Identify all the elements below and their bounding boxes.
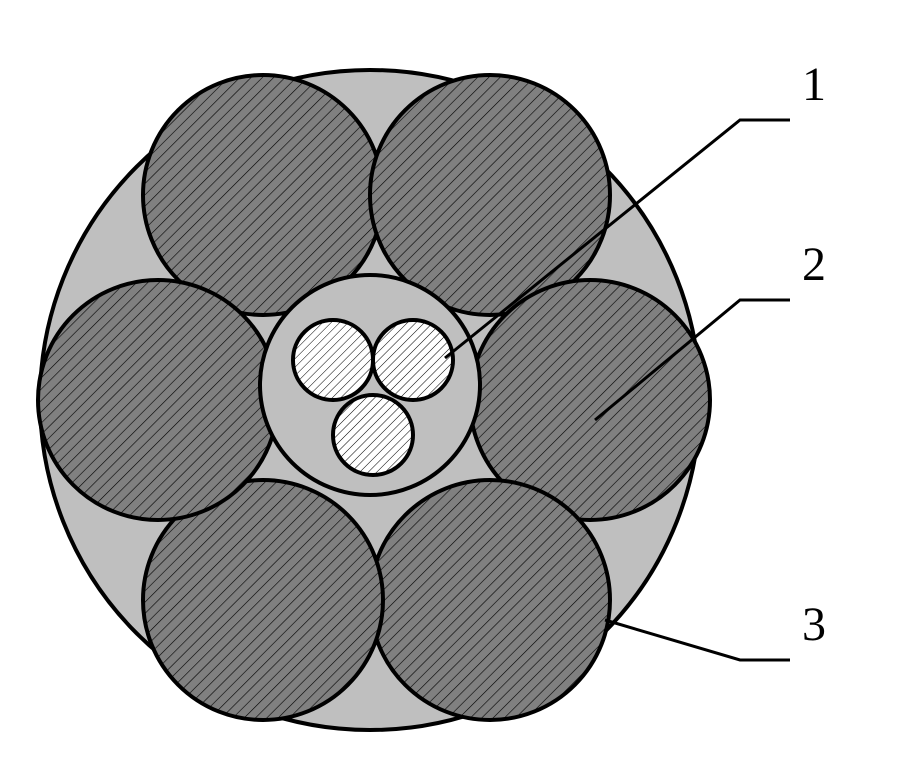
label-1: 1: [802, 58, 826, 111]
small-strand-1: [293, 320, 373, 400]
leader-line-3: [605, 620, 790, 660]
large-strand-4: [370, 480, 610, 720]
diagram-canvas: 1 2 3: [0, 0, 918, 777]
label-3: 3: [802, 598, 826, 651]
label-2: 2: [802, 238, 826, 291]
small-strand-3: [333, 395, 413, 475]
small-strand-2: [373, 320, 453, 400]
diagram-svg: 1 2 3: [0, 0, 918, 777]
large-strand-6: [38, 280, 278, 520]
